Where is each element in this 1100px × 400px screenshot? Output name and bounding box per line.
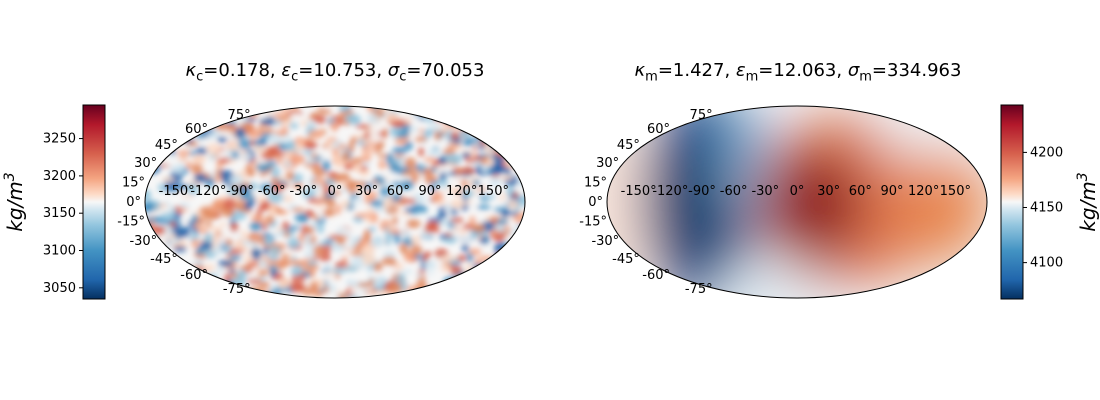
map0-lon-tick-label: 60° — [387, 184, 410, 199]
left-lat-ticks: 75° 60° 45° 30° 15° 0° -15° -30° -45°-60° -75° — [117, 108, 250, 297]
map1-lon-tick-label: 0° — [790, 184, 805, 199]
map1-lon-tick-label: 90° — [880, 184, 903, 199]
cb1-tick-label: 4150 — [1030, 201, 1063, 216]
map0-lat-tick-label: 0° — [126, 195, 141, 210]
map0-lat-tick-label: -15° — [117, 215, 145, 230]
map1-lat-tick-label: 75° — [690, 108, 713, 123]
left-map-title: κc=0.178, εc=10.753, σc=70.053 — [185, 60, 485, 85]
right-map: -150°-120° -90° -60° -30° 0° 30° 60° 90° 120° 150… — [579, 105, 988, 299]
map0-lon-tick-label: -60° — [258, 184, 286, 199]
right-colorbar: 4100 4150 4200 kg/m3 — [1000, 104, 1100, 300]
map1-lon-tick-label: -150° — [621, 184, 657, 199]
right-colorbar-ticks: 4100 4150 4200 — [1023, 145, 1063, 271]
cb0-tick-label: 3050 — [43, 281, 76, 296]
map0-lon-tick-label: 30° — [355, 184, 378, 199]
map0-lon-tick-label: -120° — [190, 184, 226, 199]
left-colorbar-ticks: 3050 3100 3150 3200 3250 — [43, 132, 83, 296]
left-colorbar-label: kg/m3 — [2, 172, 27, 231]
map1-lat-tick-label: 0° — [588, 195, 603, 210]
map0-lat-tick-label: 60° — [185, 122, 208, 137]
map1-lat-tick-label: 45° — [617, 138, 640, 153]
map1-lon-tick-label: -60° — [720, 184, 748, 199]
left-colorbar: 3050 3100 3150 3200 3250 kg/m3 — [2, 104, 106, 300]
left-colorbar-gradient — [82, 104, 106, 300]
right-colorbar-label: kg/m3 — [1075, 172, 1100, 231]
left-map-outline — [144, 105, 526, 299]
right-lon-ticks: -150°-120° -90° -60° -30° 0° 30° 60° 90° 120° 150… — [621, 184, 971, 199]
map0-lat-tick-label: 15° — [122, 175, 145, 190]
map0-lat-tick-label: -30° — [129, 234, 157, 249]
map0-lon-tick-label: -150° — [159, 184, 195, 199]
map0-lon-tick-label: 90° — [418, 184, 441, 199]
map0-lat-tick-label: -45° — [150, 252, 178, 267]
map0-lon-tick-label: 120° — [446, 184, 477, 199]
left-lon-ticks: -150°-120° -90° -60° -30° 0° 30° 60° 90° 120° 150… — [159, 184, 509, 199]
cb0-tick-label: 3100 — [43, 244, 76, 259]
map0-lon-tick-label: -90° — [226, 184, 254, 199]
cb1-tick-label: 4100 — [1030, 256, 1063, 271]
map1-lon-tick-label: 120° — [908, 184, 939, 199]
right-lat-ticks: 75° 60° 45° 30° 15° 0° -15° -30° -45°-60° -75° — [579, 108, 712, 297]
map1-lon-tick-label: 30° — [817, 184, 840, 199]
map0-lat-tick-label: -60° — [180, 268, 208, 283]
left-map: -150°-120° -90° -60° -30° 0° 30° 60° 90° 120° 150… — [117, 105, 526, 299]
map1-lat-tick-label: 30° — [596, 156, 619, 171]
right-map-smooth-field — [607, 106, 987, 298]
map1-lat-tick-label: -30° — [591, 234, 619, 249]
map1-lat-tick-label: 60° — [647, 122, 670, 137]
map0-lat-tick-label: 45° — [155, 138, 178, 153]
map1-lat-tick-label: -45° — [612, 252, 640, 267]
map1-lat-tick-label: 15° — [584, 175, 607, 190]
cb0-tick-label: 3250 — [43, 132, 76, 147]
cb1-tick-label: 4200 — [1030, 145, 1063, 160]
cb0-tick-label: 3200 — [43, 169, 76, 184]
map1-lon-tick-label: -30° — [751, 184, 779, 199]
map1-lat-tick-label: -15° — [579, 215, 607, 230]
map1-lon-tick-label: -120° — [652, 184, 688, 199]
map1-lon-tick-label: 60° — [849, 184, 872, 199]
map0-lon-tick-label: 150° — [478, 184, 509, 199]
map1-lon-tick-label: -90° — [688, 184, 716, 199]
map0-lon-tick-label: 0° — [328, 184, 343, 199]
right-map-outline — [606, 105, 988, 299]
map0-lat-tick-label: -75° — [223, 282, 251, 297]
cb0-tick-label: 3150 — [43, 206, 76, 221]
map0-lat-tick-label: 30° — [134, 156, 157, 171]
map1-lon-tick-label: 150° — [940, 184, 971, 199]
right-colorbar-gradient — [1000, 104, 1024, 300]
map1-lat-tick-label: -75° — [685, 282, 713, 297]
map0-lon-tick-label: -30° — [289, 184, 317, 199]
map0-lat-tick-label: 75° — [228, 108, 251, 123]
map1-lat-tick-label: -60° — [642, 268, 670, 283]
right-map-title: κm=1.427, εm=12.063, σm=334.963 — [634, 60, 962, 85]
